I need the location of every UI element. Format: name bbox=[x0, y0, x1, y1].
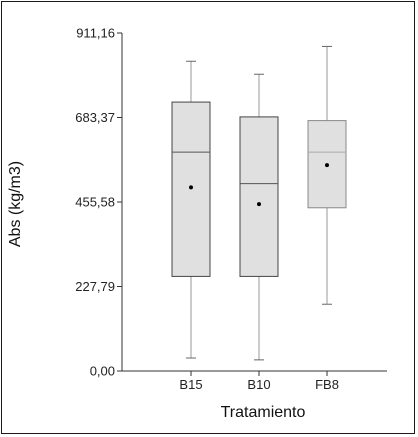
y-tick-label: 0,00 bbox=[90, 364, 115, 379]
x-tick-label: FB8 bbox=[315, 377, 339, 392]
mean-point bbox=[189, 185, 193, 190]
x-axis-label: Tratamiento bbox=[221, 404, 306, 421]
box-b10 bbox=[239, 116, 279, 277]
mean-point bbox=[325, 163, 329, 168]
y-tick-label: 911,16 bbox=[76, 26, 115, 41]
x-tick-label: B15 bbox=[179, 377, 202, 392]
y-tick-label: 227,79 bbox=[75, 279, 115, 294]
mean-point bbox=[257, 202, 261, 207]
y-tick-label: 683,37 bbox=[75, 110, 115, 125]
x-tick-label: B10 bbox=[247, 377, 270, 392]
y-tick-label: 455,58 bbox=[75, 195, 115, 210]
y-axis-label: Abs (kg/m3) bbox=[7, 161, 24, 247]
